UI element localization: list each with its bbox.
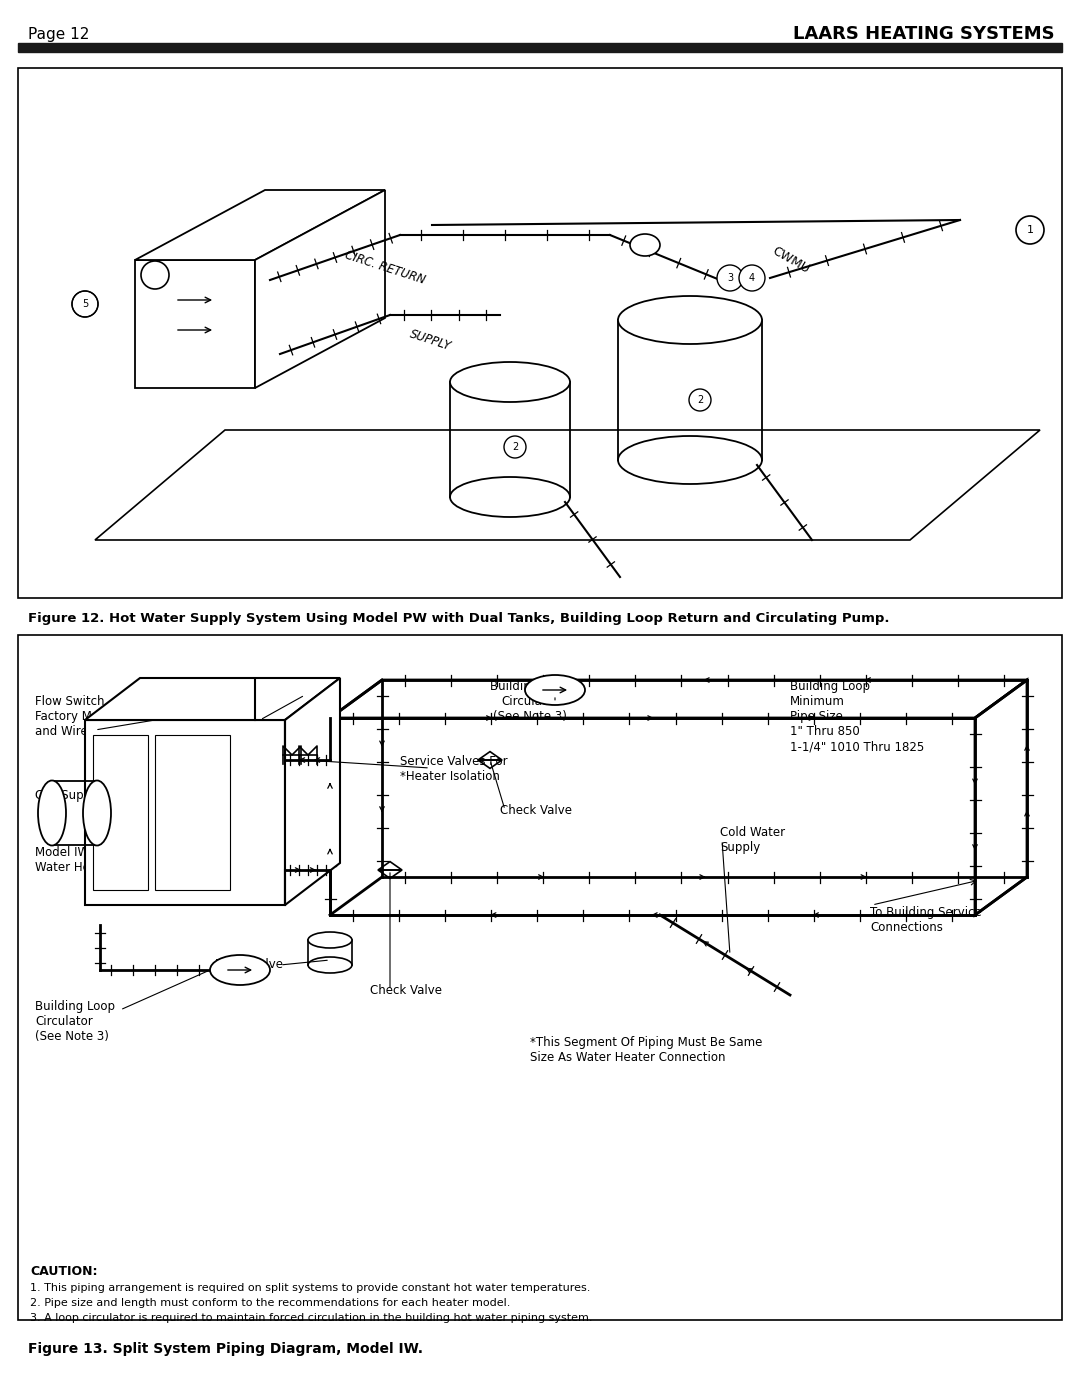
Text: To Building Service
Connections: To Building Service Connections <box>870 907 982 935</box>
Text: CAUTION:: CAUTION: <box>30 1266 97 1278</box>
Text: 1. This piping arrangement is required on split systems to provide constant hot : 1. This piping arrangement is required o… <box>30 1282 591 1294</box>
Bar <box>18 68 1062 598</box>
Text: 2. Pipe size and length must conform to the recommendations for each heater mode: 2. Pipe size and length must conform to … <box>30 1298 511 1308</box>
Bar <box>156 735 230 890</box>
Text: CIRC. RETURN: CIRC. RETURN <box>343 249 427 288</box>
Text: Cold Water
Supply: Cold Water Supply <box>720 826 785 854</box>
Ellipse shape <box>450 362 570 402</box>
Text: CWMU: CWMU <box>770 244 812 275</box>
Text: SUPPLY: SUPPLY <box>407 327 453 353</box>
Polygon shape <box>85 719 285 905</box>
Polygon shape <box>330 718 975 915</box>
Bar <box>18 43 1062 52</box>
Bar <box>93 735 148 890</box>
Ellipse shape <box>618 296 762 344</box>
Bar <box>18 636 1062 1320</box>
Circle shape <box>689 388 711 411</box>
Text: Check Valve: Check Valve <box>370 983 442 996</box>
Ellipse shape <box>38 781 66 845</box>
Text: Gas Supply: Gas Supply <box>35 788 102 802</box>
Text: *This Segment Of Piping Must Be Same
Size As Water Heater Connection: *This Segment Of Piping Must Be Same Siz… <box>530 1037 762 1065</box>
Ellipse shape <box>525 675 585 705</box>
Polygon shape <box>95 430 1040 541</box>
Ellipse shape <box>83 781 111 845</box>
Text: Service Valves For
*Heater Isolation: Service Valves For *Heater Isolation <box>400 754 508 782</box>
Text: 3: 3 <box>727 272 733 284</box>
Circle shape <box>72 291 98 317</box>
Ellipse shape <box>210 956 270 985</box>
Text: Pressure
Relief
Valve: Pressure Relief Valve <box>280 680 330 724</box>
Polygon shape <box>135 190 384 260</box>
Text: 2: 2 <box>512 441 518 453</box>
Text: Model IW
Water Heater: Model IW Water Heater <box>35 847 114 875</box>
Polygon shape <box>135 260 255 388</box>
Text: Building Loop
Circulator
(See Note 3): Building Loop Circulator (See Note 3) <box>35 1000 114 1044</box>
Polygon shape <box>975 680 1027 915</box>
Text: Flow Switch -
Factory Mounted
and Wired: Flow Switch - Factory Mounted and Wired <box>35 694 134 738</box>
Circle shape <box>1016 217 1044 244</box>
Text: Check Valve: Check Valve <box>500 803 572 816</box>
Ellipse shape <box>630 235 660 256</box>
Circle shape <box>739 265 765 291</box>
Circle shape <box>504 436 526 458</box>
Text: Building Loop
Circulator
(See Note 3): Building Loop Circulator (See Note 3) <box>490 680 570 724</box>
Text: 3. A loop circulator is required to maintain forced circulation in the building : 3. A loop circulator is required to main… <box>30 1313 593 1323</box>
Ellipse shape <box>308 932 352 949</box>
Text: Figure 12. Hot Water Supply System Using Model PW with Dual Tanks, Building Loop: Figure 12. Hot Water Supply System Using… <box>28 612 890 624</box>
Polygon shape <box>255 190 384 388</box>
Text: 5: 5 <box>82 299 89 309</box>
Text: 2: 2 <box>697 395 703 405</box>
Text: Building Loop
Minimum
Pipe Size
1" Thru 850
1-1/4" 1010 Thru 1825: Building Loop Minimum Pipe Size 1" Thru … <box>789 680 924 753</box>
Text: Drain Valve: Drain Valve <box>215 958 283 971</box>
Polygon shape <box>85 678 340 719</box>
Text: 4: 4 <box>748 272 755 284</box>
Text: 1: 1 <box>1026 225 1034 235</box>
Text: Figure 13. Split System Piping Diagram, Model IW.: Figure 13. Split System Piping Diagram, … <box>28 1343 423 1356</box>
Text: Page 12: Page 12 <box>28 27 90 42</box>
Polygon shape <box>330 680 1027 718</box>
Text: LAARS HEATING SYSTEMS: LAARS HEATING SYSTEMS <box>794 25 1055 43</box>
Polygon shape <box>285 678 340 905</box>
Circle shape <box>717 265 743 291</box>
